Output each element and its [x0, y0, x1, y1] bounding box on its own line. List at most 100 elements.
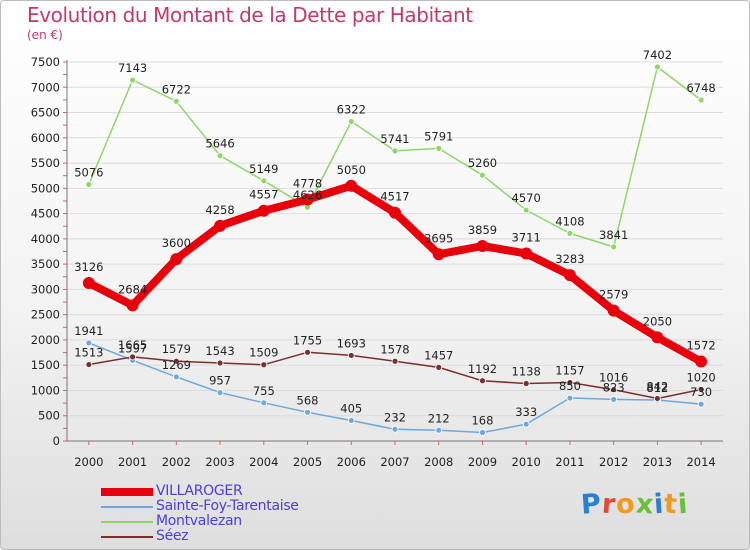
data-label: 5050: [337, 163, 366, 177]
data-label: 812: [646, 381, 668, 395]
data-label: 3859: [468, 223, 497, 237]
y-tick-label: 0: [53, 434, 60, 448]
data-point: [607, 304, 620, 317]
logo-letter: x: [634, 488, 656, 521]
data-point: [214, 219, 227, 232]
logo-letter: P: [579, 488, 603, 521]
y-tick-label: 7500: [31, 55, 60, 69]
data-point: [566, 230, 574, 237]
y-tick-label: 5000: [31, 181, 60, 195]
data-point: [170, 253, 183, 266]
data-label: 1597: [118, 341, 147, 355]
data-point: [435, 426, 443, 434]
legend-label: Sainte-Foy-Tarentaise: [156, 498, 299, 514]
data-label: 3711: [512, 230, 541, 244]
x-tick-label: 2014: [686, 455, 715, 469]
x-tick-label: 2013: [643, 455, 672, 469]
data-label: 957: [209, 374, 231, 388]
data-point: [654, 395, 661, 402]
data-label: 168: [471, 414, 493, 428]
data-label: 5149: [249, 162, 278, 176]
data-label: 232: [384, 410, 406, 424]
y-tick-label: 5500: [31, 156, 60, 170]
data-point: [435, 363, 443, 371]
data-point: [260, 361, 268, 369]
data-point: [695, 355, 708, 368]
y-tick-label: 3000: [31, 282, 60, 296]
data-point: [129, 353, 137, 361]
data-label: 1755: [293, 333, 322, 347]
chart-title: Evolution du Montant de la Dette par Hab…: [27, 3, 473, 27]
data-point: [520, 247, 533, 260]
data-label: 1138: [512, 364, 541, 378]
data-label: 1016: [599, 371, 628, 385]
data-point: [566, 394, 574, 402]
data-point: [85, 181, 93, 188]
data-label: 6322: [337, 103, 366, 117]
data-label: 1269: [162, 358, 191, 372]
data-point: [651, 331, 664, 344]
data-point: [697, 96, 705, 104]
legend-label: VILLAROGER: [156, 483, 243, 499]
data-label: 4626: [293, 188, 322, 202]
data-label: 2050: [643, 314, 672, 328]
data-point: [479, 429, 486, 436]
x-tick-label: 2010: [512, 455, 541, 469]
data-label: 1192: [468, 362, 497, 376]
data-point: [172, 373, 180, 381]
data-point: [347, 118, 355, 125]
data-point: [82, 277, 95, 290]
data-label: 1693: [337, 336, 366, 350]
data-label: 5076: [74, 165, 103, 179]
x-tick-label: 2011: [555, 455, 584, 469]
y-tick-label: 2500: [31, 308, 60, 322]
data-point: [85, 339, 93, 347]
data-label: 1543: [205, 344, 234, 358]
data-point: [85, 361, 93, 368]
data-point: [654, 63, 661, 71]
data-label: 2579: [599, 288, 628, 302]
data-label: 5646: [205, 137, 234, 151]
data-label: 212: [428, 411, 450, 425]
data-label: 4557: [249, 188, 278, 202]
chart-subtitle: (en €): [27, 28, 63, 42]
data-label: 3600: [162, 236, 191, 250]
data-label: 3695: [424, 231, 453, 245]
data-point: [347, 417, 355, 424]
data-label: 3283: [555, 252, 584, 266]
data-label: 842: [646, 379, 668, 393]
data-point: [216, 152, 224, 160]
data-point: [610, 396, 618, 403]
data-point: [172, 357, 180, 365]
data-point: [476, 239, 489, 252]
x-tick-label: 2001: [118, 455, 147, 469]
data-point: [522, 380, 530, 387]
y-tick-label: 6500: [31, 106, 60, 120]
data-label: 4517: [380, 190, 409, 204]
data-label: 1941: [74, 324, 103, 338]
data-label: 5260: [468, 156, 497, 170]
logo-letter: o: [615, 488, 637, 521]
data-label: 6722: [162, 82, 191, 96]
x-tick-label: 2007: [380, 455, 409, 469]
legend-label: Séez: [156, 528, 189, 544]
data-label: 6748: [686, 81, 715, 95]
proxiti-logo: Proxiti: [579, 488, 690, 521]
x-tick-label: 2012: [599, 455, 628, 469]
y-tick-label: 6000: [31, 131, 60, 145]
data-point: [304, 348, 311, 356]
data-point: [389, 206, 401, 219]
data-point: [479, 171, 486, 179]
data-point: [391, 147, 399, 155]
data-point: [610, 243, 618, 251]
legend-swatch: [101, 488, 153, 496]
data-label: 4258: [205, 203, 234, 217]
data-point: [391, 425, 399, 433]
x-tick-label: 2000: [74, 455, 103, 469]
y-tick-label: 1000: [31, 383, 60, 397]
data-label: 4570: [512, 191, 541, 205]
x-tick-label: 2009: [468, 455, 497, 469]
x-tick-label: 2005: [293, 455, 322, 469]
data-label: 405: [340, 402, 362, 416]
